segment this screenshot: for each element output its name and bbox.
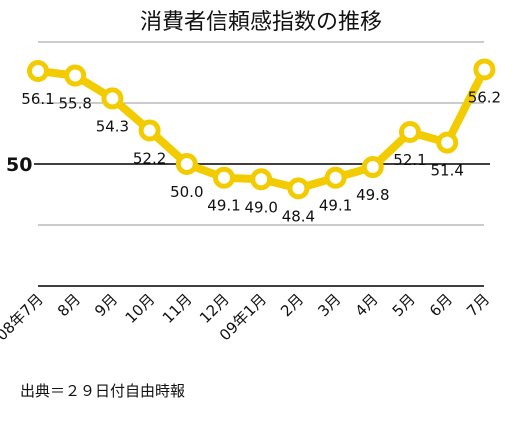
data-label: 49.1 — [207, 197, 240, 215]
data-point — [436, 131, 459, 154]
x-tick-label: 6月 — [426, 290, 456, 320]
data-label: 48.4 — [282, 207, 315, 225]
data-point — [250, 168, 273, 191]
x-tick-label: 8月 — [54, 290, 84, 320]
data-point — [399, 120, 421, 143]
data-label: 56.2 — [468, 88, 501, 106]
data-point — [138, 119, 161, 142]
data-point — [324, 166, 347, 189]
data-point — [473, 58, 496, 81]
x-tick-label: 08年7月 — [0, 290, 47, 344]
y-tick-label: 50 — [6, 154, 32, 176]
data-label: 52.2 — [133, 149, 166, 167]
x-tick-label: 9月 — [91, 290, 121, 320]
data-label: 49.1 — [319, 197, 352, 215]
x-tick-label: 2月 — [277, 290, 307, 320]
y-axis-tick-labels: 50 — [6, 154, 32, 176]
x-tick-label: 10月 — [122, 290, 159, 327]
data-point — [64, 64, 87, 87]
data-label: 51.4 — [430, 162, 463, 180]
data-label: 54.3 — [96, 117, 129, 135]
data-point — [361, 156, 384, 179]
data-point — [101, 87, 124, 110]
data-points — [27, 58, 496, 200]
data-label: 50.0 — [170, 183, 203, 201]
source-note: 出典＝２９日付自由時報 — [20, 382, 186, 400]
data-point — [175, 153, 198, 175]
chart-title: 消費者信頼感指数の推移 — [139, 10, 382, 35]
x-tick-label: 11月 — [159, 290, 196, 327]
x-tick-label: 4月 — [352, 290, 382, 320]
data-label: 55.8 — [58, 95, 91, 113]
data-point — [213, 166, 235, 189]
data-labels: 56.1 55.854.352.250.049.1 49.048.449.149.8… — [21, 88, 501, 225]
data-label: 56.1 — [21, 90, 54, 108]
data-label: 52.1 — [393, 151, 426, 169]
data-point — [27, 59, 49, 82]
data-label: 49.0 — [244, 198, 277, 216]
data-label: 49.8 — [356, 186, 389, 204]
x-tick-label: 3月 — [314, 290, 344, 320]
x-tick-label: 5月 — [389, 290, 419, 320]
data-point — [287, 177, 310, 200]
x-tick-label: 7月 — [463, 290, 493, 320]
